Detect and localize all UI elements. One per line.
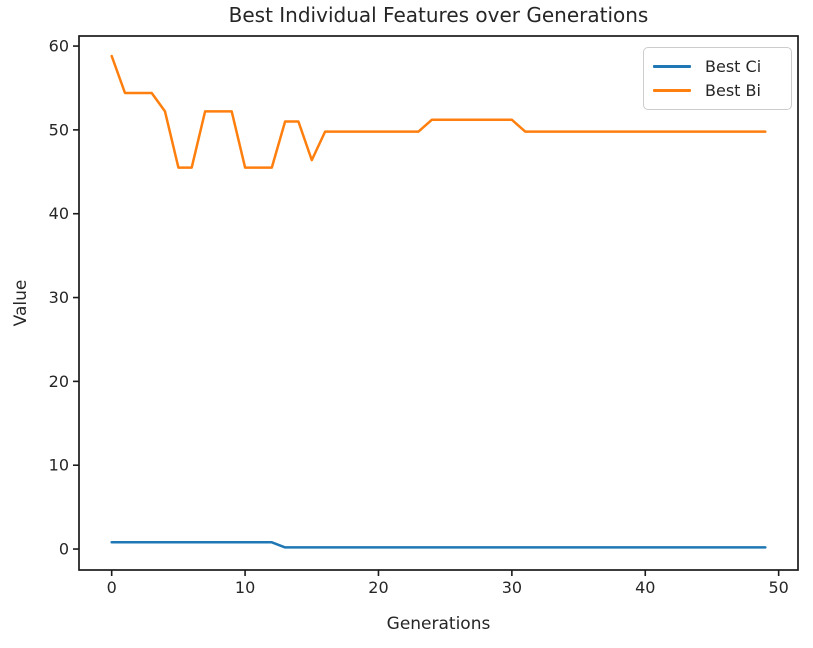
y-tick-label: 40 bbox=[49, 204, 69, 223]
x-tick-label: 0 bbox=[107, 578, 117, 597]
axes-spines bbox=[78, 35, 799, 571]
legend-label-best-bi: Best Bi bbox=[705, 81, 761, 101]
x-tick-label: 30 bbox=[502, 578, 522, 597]
y-tick-label: 10 bbox=[49, 456, 69, 475]
legend-line-swatch-best-ci bbox=[653, 64, 691, 68]
y-tick-label: 30 bbox=[49, 288, 69, 307]
legend-item-best-bi: Best Bi bbox=[653, 81, 782, 100]
x-tick-label: 50 bbox=[768, 578, 788, 597]
legend: Best Ci Best Bi bbox=[643, 47, 792, 110]
legend-line-swatch-best-bi bbox=[653, 89, 691, 93]
y-tick-label: 60 bbox=[49, 36, 69, 55]
y-tick-label: 50 bbox=[49, 120, 69, 139]
x-tick-label: 20 bbox=[368, 578, 388, 597]
chart-title: Best Individual Features over Generation… bbox=[228, 3, 649, 27]
y-axis-label: Value bbox=[11, 279, 31, 327]
y-tick-label: 20 bbox=[49, 372, 69, 391]
line-best-bi bbox=[110, 54, 767, 169]
legend-item-best-ci: Best Ci bbox=[653, 57, 782, 76]
x-tick-label: 10 bbox=[235, 578, 255, 597]
line-best-ci bbox=[110, 541, 767, 549]
legend-label-best-ci: Best Ci bbox=[705, 56, 762, 76]
x-tick-label: 40 bbox=[635, 578, 655, 597]
x-axis-label: Generations bbox=[386, 614, 491, 634]
y-tick-label: 0 bbox=[59, 539, 69, 558]
